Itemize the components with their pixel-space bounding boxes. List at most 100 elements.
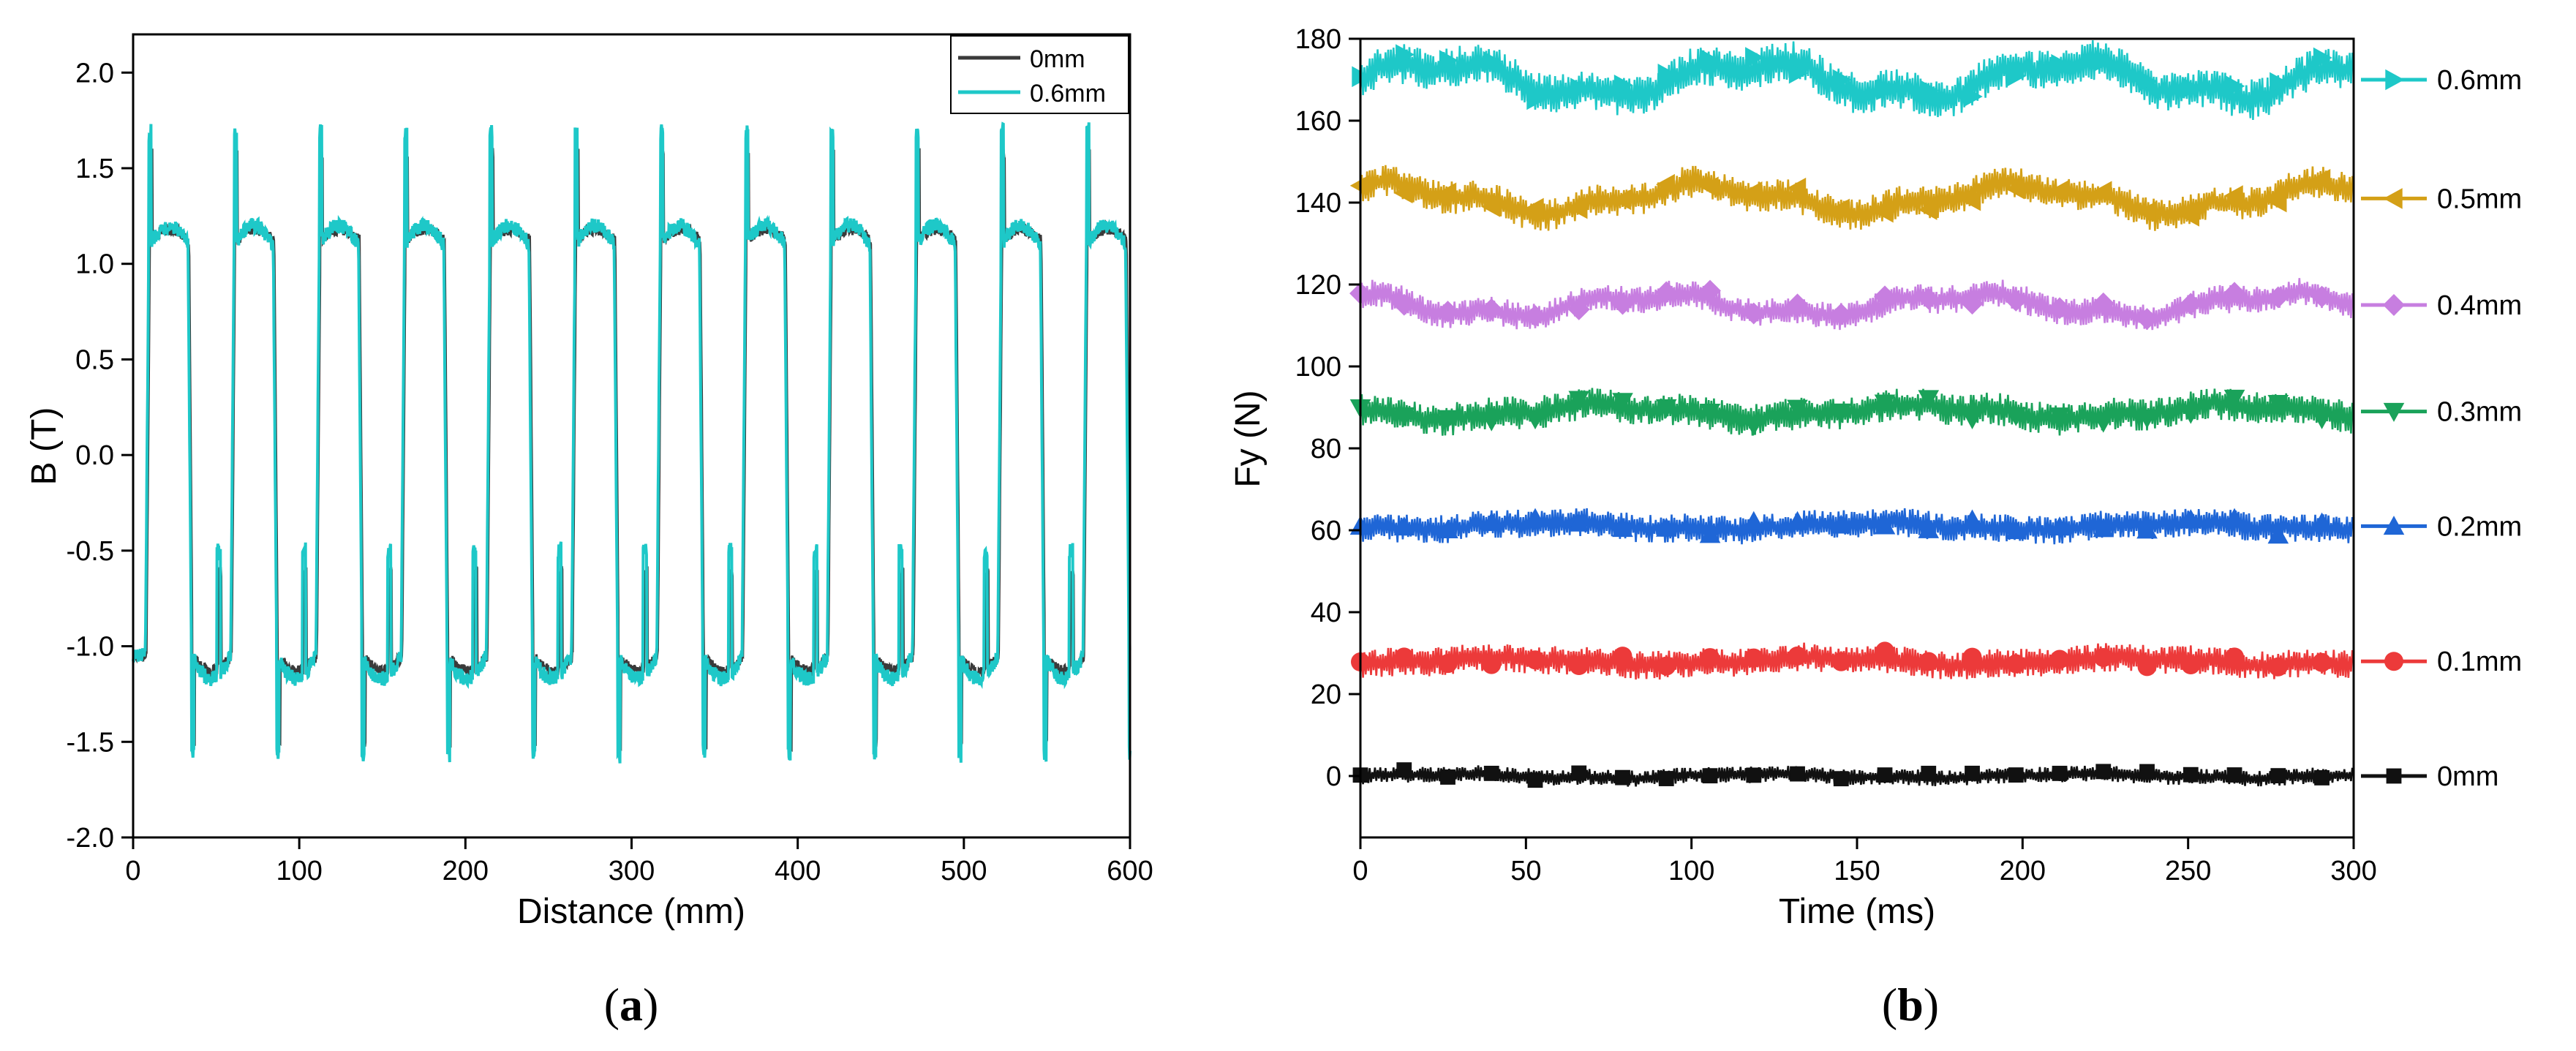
panel-b-marker-0.4mm xyxy=(1567,298,1590,320)
panel-b-y-tick-label: 40 xyxy=(1311,598,1341,628)
panel-b-marker-0.4mm xyxy=(1830,303,1853,325)
panel-b-marker-0mm xyxy=(1702,768,1718,784)
panel-b-marker-0.5mm xyxy=(2049,180,2068,202)
panel-a-y-tick-label: -2.0 xyxy=(67,823,114,854)
panel-b-marker-0.4mm xyxy=(1611,293,1634,315)
panel-b-marker-0.4mm xyxy=(1436,301,1459,323)
panel-b-marker-0.1mm xyxy=(2181,655,2201,675)
panel-b-legend-label-0.6mm: 0.6mm xyxy=(2437,65,2522,96)
panel-b-marker-0.3mm xyxy=(1787,399,1808,419)
panel-b-marker-0.1mm xyxy=(1788,646,1807,666)
panel-b-x-tick-label: 50 xyxy=(1510,856,1541,886)
panel-b-marker-0.6mm xyxy=(2095,50,2114,72)
panel-b-legend-marker-0mm xyxy=(2386,768,2402,784)
panel-b-marker-0.2mm xyxy=(2311,512,2332,532)
panel-b-marker-0mm xyxy=(1790,766,1805,782)
panel-b-legend-label-0.3mm: 0.3mm xyxy=(2437,397,2522,428)
panel-b-marker-0.3mm xyxy=(2180,404,2202,424)
panel-b-marker-0.6mm xyxy=(1788,62,1808,84)
panel-b-marker-0.1mm xyxy=(1613,647,1632,666)
panel-b-marker-0mm xyxy=(1440,769,1455,785)
panel-b-marker-0.4mm xyxy=(1393,293,1415,316)
panel-a-legend-box xyxy=(950,35,1129,114)
panel-b-marker-0.5mm xyxy=(1655,173,1675,195)
panel-b-marker-0.6mm xyxy=(1657,63,1677,85)
panel-b-marker-0.1mm xyxy=(2050,649,2070,669)
panel-b-marker-0.4mm xyxy=(2311,285,2333,308)
panel-b-marker-0.6mm xyxy=(1613,74,1633,96)
panel-b-marker-0.1mm xyxy=(1701,648,1720,668)
panel-b-plot-area xyxy=(1349,39,2354,788)
panel-a-x-tick-label: 0 xyxy=(125,856,140,886)
panel-a-y-tick-label: 2.0 xyxy=(75,58,114,88)
panel-b-marker-0.5mm xyxy=(1830,198,1850,220)
panel-b-marker-0mm xyxy=(2226,767,2242,783)
panel-b-marker-0.1mm xyxy=(2312,652,2332,672)
panel-a-x-tick-label: 600 xyxy=(1107,856,1153,886)
panel-b-marker-0.5mm xyxy=(1524,197,1544,219)
panel-b-marker-0.2mm xyxy=(1743,511,1765,530)
panel-b-marker-0.4mm xyxy=(1699,279,1721,302)
panel-b-marker-0.4mm xyxy=(2092,292,2114,314)
panel-b-marker-0.3mm xyxy=(1568,391,1590,410)
panel-b-marker-0.3mm xyxy=(2049,407,2071,427)
panel-b-x-axis-label: Time (ms) xyxy=(1779,892,1935,931)
panel-b-marker-0.6mm xyxy=(1876,79,1896,101)
panel-b-marker-0.5mm xyxy=(2267,191,2287,213)
panel-b-marker-0mm xyxy=(1483,766,1499,781)
panel-b-y-tick-label: 140 xyxy=(1295,188,1341,219)
panel-b: 0 50 100 150 200 250 300 0 20 40 60 80 100 120 140 160 1… xyxy=(1229,24,2522,1031)
panel-b-marker-0.3mm xyxy=(1655,399,1677,418)
panel-b-marker-0.1mm xyxy=(1569,656,1589,676)
panel-b-marker-0mm xyxy=(2139,764,2155,780)
panel-a-y-tick-label: 1.5 xyxy=(75,154,114,184)
panel-b-marker-0.6mm xyxy=(1526,88,1546,110)
panel-b-marker-0mm xyxy=(1615,769,1630,786)
panel-b-legend-marker-0.4mm xyxy=(2383,294,2405,316)
panel-b-marker-0.5mm xyxy=(1962,189,1981,211)
panel-b-marker-0.2mm xyxy=(1962,509,1983,529)
panel-b-marker-0.4mm xyxy=(2180,293,2202,315)
panel-b-y-tick-label: 0 xyxy=(1326,761,1341,792)
panel-b-marker-0.2mm xyxy=(2093,518,2114,538)
panel-b-marker-0.1mm xyxy=(1875,641,1895,661)
panel-b-legend-marker-0.3mm xyxy=(2383,402,2405,422)
panel-a-y-tick-label: 0.5 xyxy=(75,344,114,375)
panel-b-marker-0.3mm xyxy=(1874,394,1896,414)
panel-b-marker-0mm xyxy=(1527,772,1543,788)
panel-b-marker-0.6mm xyxy=(1483,50,1502,72)
panel-b-marker-0mm xyxy=(2314,770,2330,786)
panel-b-marker-0.4mm xyxy=(1524,305,1546,327)
panel-b-marker-0.6mm xyxy=(1439,50,1458,71)
panel-b-marker-0.6mm xyxy=(2138,70,2158,92)
panel-b-marker-0.1mm xyxy=(2268,657,2288,677)
panel-b-legend-label-0.4mm: 0.4mm xyxy=(2437,290,2522,321)
panel-b-marker-0.6mm xyxy=(1920,80,1940,101)
panel-b-marker-0.5mm xyxy=(1480,196,1500,217)
panel-b-marker-0.3mm xyxy=(2093,413,2114,433)
panel-b-legend-marker-0.1mm xyxy=(2384,652,2403,671)
panel-b-marker-0mm xyxy=(1921,766,1937,781)
panel-b-marker-0.1mm xyxy=(1657,656,1676,676)
panel-b-marker-0.2mm xyxy=(2136,519,2158,539)
panel-b-marker-0.4mm xyxy=(1917,287,1940,310)
panel-b-marker-0.3mm xyxy=(1524,410,1546,430)
panel-b-marker-0.3mm xyxy=(2005,407,2027,426)
panel-b-marker-0.5mm xyxy=(1699,176,1719,197)
panel-a-ticks: 0 100 200 300 400 500 600 -2.0 -1.5 -1.0 -0.5 0.0 0.… xyxy=(67,58,1153,886)
panel-b-legend-marker-0.6mm xyxy=(2385,69,2405,91)
panel-b-marker-0.1mm xyxy=(1962,647,1982,667)
panel-b-marker-0mm xyxy=(1658,771,1674,786)
panel-b-x-tick-label: 300 xyxy=(2330,856,2376,886)
panel-b-marker-0.5mm xyxy=(2136,201,2156,223)
panel-b-marker-0.6mm xyxy=(1701,50,1721,71)
panel-b-marker-0.2mm xyxy=(2005,520,2027,540)
panel-b-marker-0.5mm xyxy=(1874,201,1894,223)
panel-b-marker-0mm xyxy=(2008,767,2024,783)
panel-b-marker-0.3mm xyxy=(1480,412,1502,432)
panel-b-marker-0.5mm xyxy=(2180,206,2199,227)
panel-b-marker-0.6mm xyxy=(1963,86,1983,108)
panel-b-marker-0.4mm xyxy=(1480,298,1503,320)
panel-b-legend-label-0mm: 0mm xyxy=(2437,761,2498,792)
panel-b-marker-0.2mm xyxy=(1655,517,1677,537)
